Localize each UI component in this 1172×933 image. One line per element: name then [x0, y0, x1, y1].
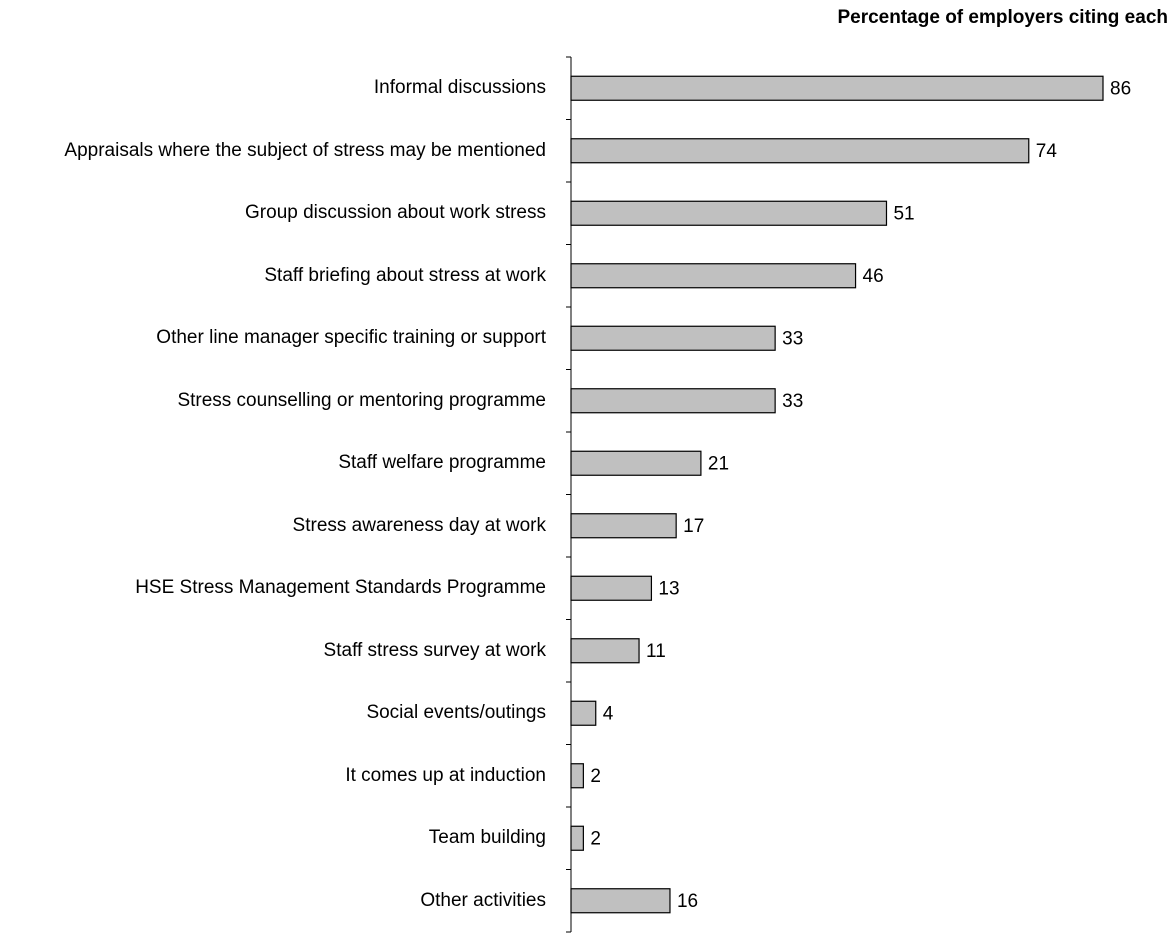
- category-label: Social events/outings: [366, 702, 546, 724]
- bar: [570, 763, 584, 789]
- chart-title: Percentage of employers citing each: [837, 7, 1168, 28]
- bar: [570, 263, 857, 289]
- category-label: HSE Stress Management Standards Programm…: [135, 577, 546, 599]
- bar: [570, 450, 702, 476]
- value-label: 11: [646, 641, 666, 662]
- value-label: 86: [1110, 78, 1131, 99]
- bar: [570, 75, 1104, 101]
- category-label: Stress awareness day at work: [292, 514, 546, 536]
- value-label: 13: [658, 578, 679, 599]
- value-label: 4: [603, 703, 614, 724]
- value-label: 21: [708, 453, 729, 474]
- bar: [570, 888, 671, 914]
- value-label: 2: [590, 828, 601, 849]
- category-label: Informal discussions: [373, 77, 546, 99]
- bar: [570, 513, 677, 539]
- category-label: Other activities: [420, 889, 546, 911]
- bar: [570, 388, 776, 414]
- bar: [570, 138, 1030, 164]
- category-label: Staff briefing about stress at work: [264, 264, 546, 286]
- value-label: 2: [590, 766, 601, 787]
- value-label: 46: [863, 266, 884, 287]
- value-label: 33: [782, 391, 803, 412]
- value-label: 33: [782, 328, 803, 349]
- bar: [570, 700, 597, 726]
- category-label: Team building: [428, 827, 546, 849]
- bar: [570, 575, 653, 601]
- category-label: Group discussion about work stress: [245, 202, 546, 224]
- bar: [570, 200, 888, 226]
- category-label: Other line manager specific training or …: [156, 327, 546, 349]
- category-label: Staff welfare programme: [338, 452, 546, 474]
- value-label: 17: [683, 516, 704, 537]
- bar: [570, 825, 584, 851]
- value-label: 74: [1036, 141, 1058, 162]
- category-label: Appraisals where the subject of stress m…: [64, 139, 546, 161]
- category-label: It comes up at induction: [345, 764, 546, 786]
- value-label: 51: [893, 203, 914, 224]
- bar: [570, 325, 776, 351]
- bar: [570, 638, 640, 664]
- category-label: Staff stress survey at work: [323, 639, 546, 661]
- value-label: 16: [677, 891, 698, 912]
- category-label: Stress counselling or mentoring programm…: [177, 389, 546, 411]
